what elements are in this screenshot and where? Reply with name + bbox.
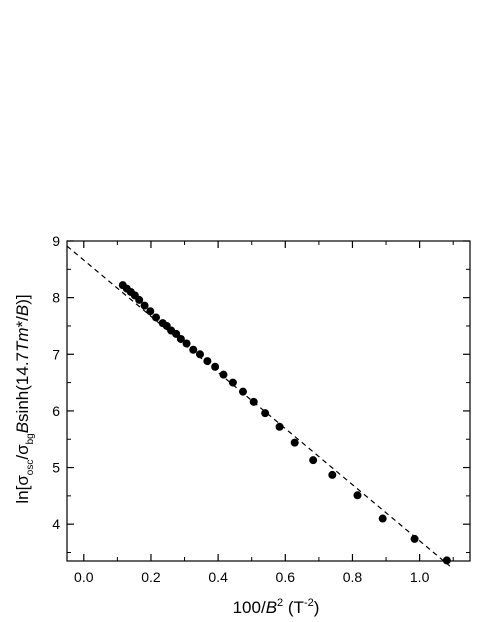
data-point bbox=[151, 313, 160, 322]
data-point bbox=[135, 295, 144, 304]
data-point bbox=[203, 357, 212, 366]
data-point bbox=[146, 307, 155, 316]
x-tick-label: 0.2 bbox=[141, 569, 161, 585]
data-point bbox=[182, 339, 191, 348]
data-point bbox=[378, 514, 387, 523]
y-tick-label: 7 bbox=[52, 346, 60, 362]
data-point bbox=[353, 491, 362, 500]
plot-frame bbox=[66, 240, 471, 562]
data-point bbox=[176, 334, 185, 343]
y-tick-label: 4 bbox=[52, 516, 60, 532]
data-point bbox=[228, 378, 237, 387]
data-point bbox=[261, 409, 270, 418]
x-tick-label: 0.0 bbox=[74, 569, 94, 585]
y-tick-label: 8 bbox=[52, 290, 60, 306]
fit-line bbox=[66, 245, 451, 567]
data-point bbox=[410, 534, 419, 543]
data-point bbox=[189, 345, 198, 354]
x-tick-label: 0.8 bbox=[343, 569, 363, 585]
data-point bbox=[309, 456, 318, 465]
y-tick-label: 5 bbox=[52, 460, 60, 476]
data-point bbox=[290, 438, 299, 447]
x-tick-label: 0.6 bbox=[276, 569, 296, 585]
plot-area bbox=[66, 240, 471, 562]
y-tick-label: 6 bbox=[52, 403, 60, 419]
ticks-layer: 0.0 0.2 0.4 0.6 0.8 1.0 4 5 6 7 8 9 bbox=[52, 233, 470, 585]
x-tick-label: 1.0 bbox=[410, 569, 430, 585]
y-axis-label: ln[σosc/σbgBsinh(14.7Tm*/B)] bbox=[13, 294, 36, 503]
x-axis-label: 100/B2 (T-2) bbox=[233, 597, 320, 617]
data-point bbox=[442, 556, 451, 565]
data-layer bbox=[66, 245, 451, 567]
data-point bbox=[328, 470, 337, 479]
data-point bbox=[140, 301, 149, 310]
x-tick-label: 0.4 bbox=[208, 569, 228, 585]
data-point bbox=[238, 387, 247, 396]
data-point bbox=[219, 370, 228, 379]
y-tick-label: 9 bbox=[52, 233, 60, 249]
